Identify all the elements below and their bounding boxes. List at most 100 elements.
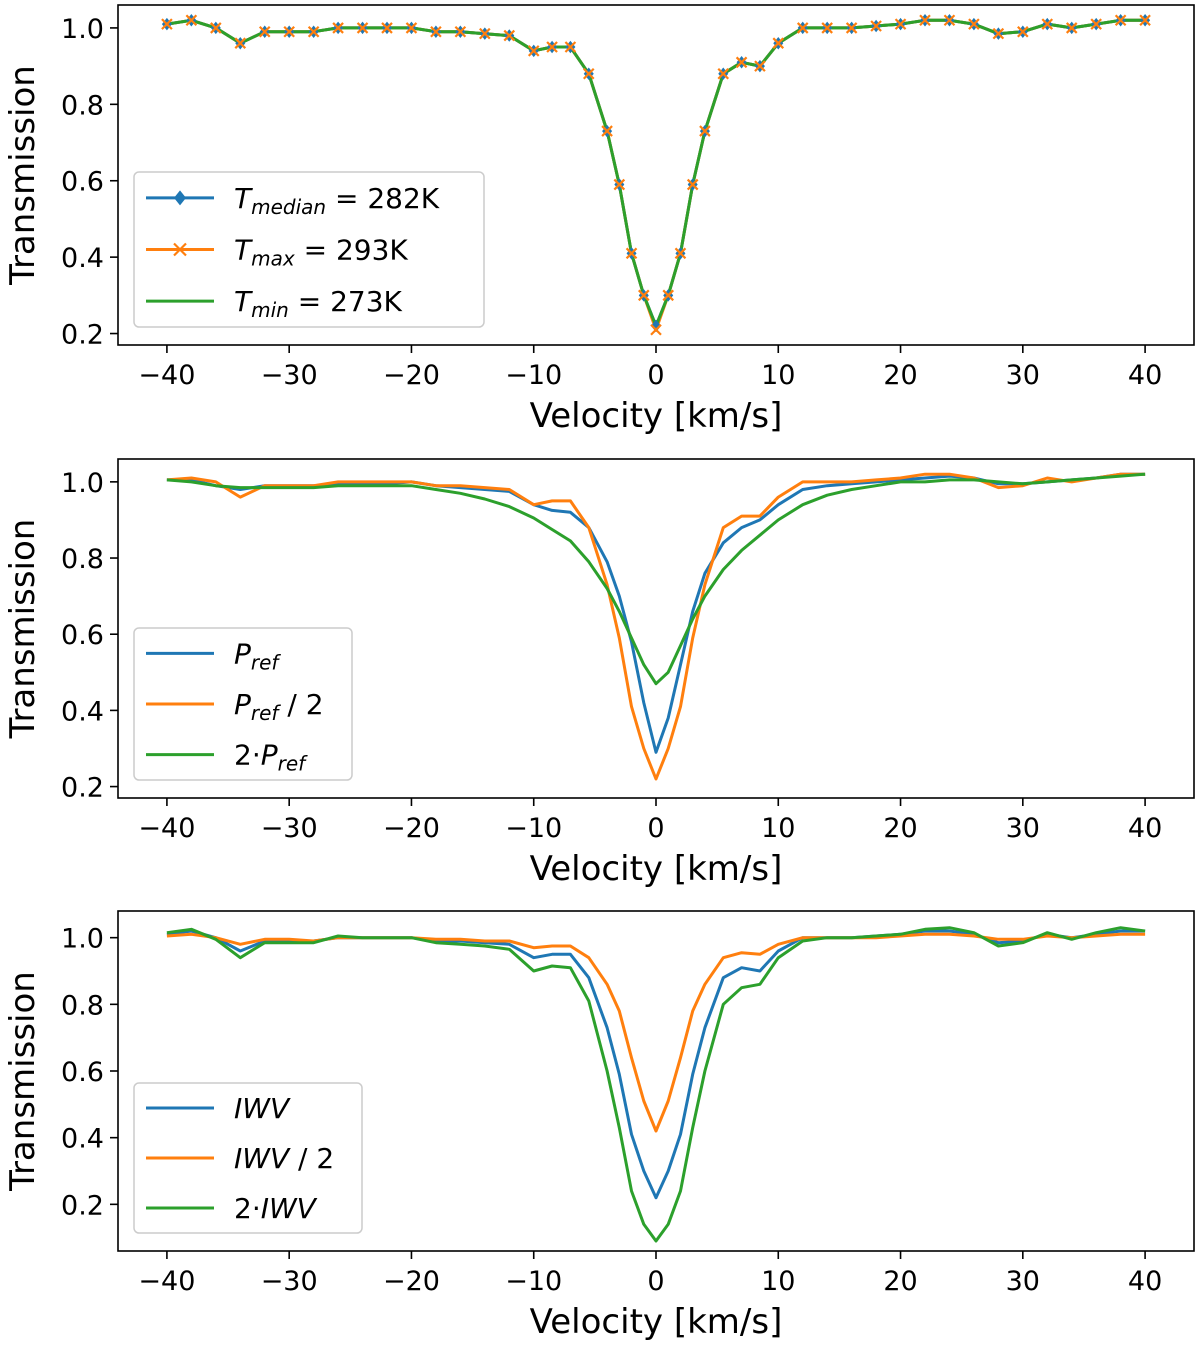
data-point-1-2: [601, 125, 613, 137]
legend-box: [133, 171, 485, 328]
y-axis-label: Transmission: [3, 971, 43, 1192]
data-point-1-2: [1114, 14, 1127, 27]
y-tick-label: 0.4: [61, 1124, 104, 1155]
x-tick-label: 10: [761, 360, 795, 391]
legend-label: IWV: [234, 1092, 291, 1125]
legend-item: 2·Pref: [146, 739, 308, 776]
data-point-1-1: [651, 319, 661, 333]
data-point-1-2: [1041, 18, 1054, 30]
data-point-1-2: [674, 247, 687, 260]
data-point-1-2: [356, 22, 369, 34]
x-tick-label: 0: [647, 813, 664, 844]
legend-item: Pref / 2: [146, 688, 324, 725]
legend-marker: [173, 242, 187, 257]
legend-label: 2·Pref: [234, 739, 308, 776]
legend-label: Tmedian = 282K: [234, 182, 440, 219]
data-point-1-2: [1065, 22, 1078, 34]
x-tick-label: −20: [383, 1266, 440, 1297]
data-point-1-2: [613, 178, 626, 191]
x-tick-label: 20: [883, 813, 917, 844]
series-line-2-2: [166, 472, 1146, 781]
data-point-1-2: [210, 22, 222, 34]
y-tick-label: 0.2: [61, 1190, 104, 1221]
data-point-1-2: [161, 18, 173, 30]
legend-label: Tmax = 293K: [234, 234, 408, 271]
x-tick-label: −40: [138, 1266, 195, 1297]
y-tick-label: 0.4: [61, 243, 104, 274]
x-tick-label: 20: [883, 1266, 917, 1297]
data-point-1-2: [283, 25, 295, 38]
legend-item: 2·IWV: [146, 1192, 318, 1225]
series-line-2-3: [166, 472, 1146, 686]
legend-box: [133, 1082, 363, 1234]
x-axis-label: Velocity [km/s]: [530, 849, 783, 889]
legend-item: IWV / 2: [146, 1142, 334, 1175]
data-point-1-2: [258, 25, 271, 38]
data-point-1-2: [943, 14, 956, 27]
y-tick-label: 0.6: [61, 620, 104, 651]
y-axis-label: Transmission: [3, 65, 43, 286]
data-point-1-2: [968, 18, 980, 30]
data-point-1-2: [919, 14, 931, 27]
chart-panel-1: −40 −30 −20 −10 0 10 20 30 40 0.2 0.4 0.6 0.8 1.0 Velo…: [3, 4, 1195, 436]
data-point-1-2: [894, 18, 907, 30]
data-point-1-2: [527, 45, 540, 57]
x-tick-label: −10: [505, 813, 562, 844]
data-point-1-2: [650, 323, 662, 336]
y-tick-label: 1.0: [61, 14, 104, 45]
data-point-1-2: [821, 22, 833, 34]
data-point-1-2: [405, 22, 418, 34]
legend-box: [133, 627, 353, 781]
legend-label: Pref: [234, 637, 281, 674]
data-point-1-2: [686, 178, 699, 191]
legend-item: Pref: [146, 637, 281, 674]
legend-item: Tmin = 273K: [146, 285, 403, 322]
x-tick-label: 30: [1006, 360, 1040, 391]
x-tick-label: 0: [647, 1266, 664, 1297]
data-point-1-2: [637, 289, 650, 302]
legend: Tmedian = 282K Tmax = 293K Tmin = 273K: [133, 171, 485, 328]
data-point-1-2: [332, 22, 344, 34]
data-point-1-2: [717, 67, 730, 80]
x-tick-label: 20: [883, 360, 917, 391]
legend-label: 2·IWV: [234, 1192, 318, 1225]
data-point-1-2: [796, 22, 809, 34]
data-point-1-2: [735, 56, 748, 69]
data-point-1-2: [699, 125, 711, 137]
x-axis-label: Velocity [km/s]: [530, 396, 783, 436]
y-axis-label: Transmission: [3, 519, 43, 740]
legend-item: Tmedian = 282K: [146, 182, 440, 219]
data-point-1-2: [381, 22, 393, 34]
chart-panel-3: −40 −30 −20 −10 0 10 20 30 40 0.2 0.4 0.6 0.8 1.0 Velo…: [3, 910, 1195, 1342]
data-point-1-2: [845, 22, 858, 34]
data-point-1-2: [772, 37, 785, 49]
data-point-1-2: [454, 25, 467, 38]
data-point-1-2: [992, 27, 1005, 40]
x-tick-label: −20: [383, 813, 440, 844]
x-tick-label: −10: [505, 360, 562, 391]
x-tick-label: 10: [761, 1266, 795, 1297]
legend-marker: [174, 190, 186, 206]
x-tick-label: 40: [1128, 1266, 1162, 1297]
data-point-1-2: [307, 25, 320, 38]
y-tick-label: 0.2: [61, 320, 104, 351]
data-point-1-2: [1139, 14, 1151, 27]
y-tick-label: 0.6: [61, 1057, 104, 1088]
x-tick-label: −40: [138, 813, 195, 844]
x-tick-label: 0: [647, 360, 664, 391]
data-point-1-2: [546, 41, 558, 53]
y-tick-label: 0.8: [61, 990, 104, 1021]
data-point-1-2: [1017, 25, 1029, 38]
legend-label: IWV / 2: [234, 1142, 334, 1175]
x-tick-label: 40: [1128, 360, 1162, 391]
x-tick-label: 30: [1006, 1266, 1040, 1297]
data-point-1-2: [870, 20, 882, 32]
x-tick-label: 10: [761, 813, 795, 844]
data-point-1-2: [503, 29, 516, 42]
series-line-3-3: [166, 926, 1146, 1243]
x-tick-label: 40: [1128, 813, 1162, 844]
legend: IWV IWV / 2 2·IWV: [133, 1082, 363, 1234]
legend-item: IWV: [146, 1092, 291, 1125]
y-tick-label: 0.4: [61, 696, 104, 727]
